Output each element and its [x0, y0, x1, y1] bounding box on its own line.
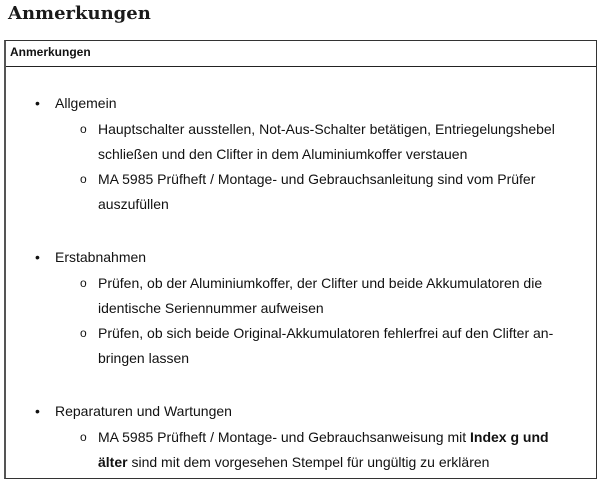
list-item: Hauptschalter ausstellen, Not-Aus-Schalt… [98, 117, 555, 166]
line: auszufüllen [98, 195, 169, 212]
sub-bullet-icon: o [80, 122, 87, 136]
bold-text: älter [98, 453, 128, 470]
line: bringen lassen [98, 349, 190, 366]
sub-bullet-icon: o [80, 326, 87, 340]
bold-text: Index g und [470, 429, 549, 445]
line: MA 5985 Prüfheft / Montage- und Gebrauch… [98, 425, 549, 450]
line: älter sind mit dem vorgesehen Stempel fü… [98, 450, 549, 475]
section-label: Allgemein [55, 95, 117, 111]
list-item: MA 5985 Prüfheft / Montage- und Gebrauch… [98, 425, 549, 474]
page-title: Anmerkungen [8, 3, 151, 24]
line: Prüfen, ob der Aluminiumkoffer, der Clif… [98, 275, 543, 291]
list-item: Prüfen, ob sich beide Original-Akkumulat… [98, 321, 553, 370]
bullet-icon: • [35, 249, 40, 265]
section-label: Reparaturen und Wartungen [55, 403, 232, 419]
text: sind mit dem vorgesehen Stempel für ungü… [127, 453, 490, 470]
list-item: MA 5985 Prüfheft / Montage- und Gebrauch… [98, 167, 535, 216]
bullet-icon: • [35, 403, 40, 419]
text: MA 5985 Prüfheft / Montage- und Gebrauch… [98, 429, 470, 445]
table-header: Anmerkungen [6, 41, 596, 67]
sub-bullet-icon: o [80, 430, 87, 444]
bullet-icon: • [35, 95, 40, 111]
line: schließen und den Clifter in dem Alumini… [98, 145, 468, 162]
notes-table: Anmerkungen • Allgemein o Hauptschalter … [4, 40, 597, 479]
sub-bullet-icon: o [80, 172, 87, 186]
sub-bullet-icon: o [80, 276, 87, 290]
line: MA 5985 Prüfheft / Montage- und Gebrauch… [98, 171, 536, 187]
section-label: Erstabnahmen [55, 249, 147, 265]
line: Hauptschalter ausstellen, Not-Aus-Schalt… [98, 121, 555, 137]
line: identische Seriennummer aufweisen [98, 299, 324, 316]
list-item: Prüfen, ob der Aluminiumkoffer, der Clif… [98, 271, 542, 320]
line: Prüfen, ob sich beide Original-Akkumulat… [98, 325, 554, 341]
